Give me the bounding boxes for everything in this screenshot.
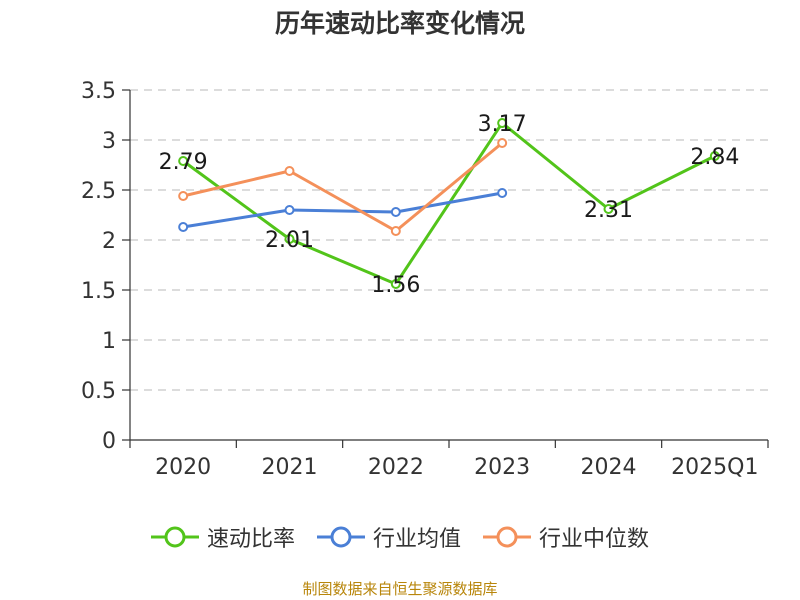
data-point[interactable] <box>284 234 295 244</box>
legend-swatch-icon <box>483 526 531 548</box>
data-label: 3.17 <box>478 112 527 137</box>
data-point[interactable] <box>497 118 508 128</box>
data-point[interactable] <box>178 191 189 201</box>
x-tick-label: 2021 <box>262 455 318 480</box>
data-label: 2.79 <box>159 150 208 175</box>
y-tick-label: 3.5 <box>81 79 116 104</box>
y-tick-label: 0.5 <box>81 379 116 404</box>
x-tick-label: 2025Q1 <box>671 455 758 480</box>
data-point[interactable] <box>390 226 401 236</box>
data-label: 1.56 <box>371 273 420 298</box>
data-label: 2.84 <box>690 145 739 170</box>
data-point[interactable] <box>603 204 614 214</box>
data-label: 2.01 <box>265 228 314 253</box>
y-tick-label: 2 <box>102 229 116 254</box>
x-tick-label: 2023 <box>474 455 530 480</box>
y-tick-label: 1.5 <box>81 279 116 304</box>
legend-swatch-icon <box>316 526 365 548</box>
series-line <box>182 141 504 233</box>
chart-title: 历年速动比率变化情况 <box>274 9 525 38</box>
y-tick-label: 0 <box>102 429 116 454</box>
data-labels: 2.79 2.01 1.56 3.17 2.31 2.84 <box>159 112 740 298</box>
data-point[interactable] <box>284 205 295 215</box>
series-line <box>182 191 503 229</box>
axes: 0 0.5 1 1.5 2 2.5 3 3.5 2020 2021 2022 2023 2024 2025… <box>81 79 769 480</box>
source-note: 制图数据来自恒生聚源数据库 <box>302 580 498 598</box>
legend-item-industry-average[interactable]: 行业均值 <box>316 521 461 553</box>
data-label: 2.31 <box>584 198 633 223</box>
data-point[interactable] <box>709 151 720 161</box>
data-point[interactable] <box>497 138 508 148</box>
x-tick-label: 2024 <box>581 455 637 480</box>
legend-label: 行业中位数 <box>539 527 650 552</box>
data-point[interactable] <box>497 188 508 198</box>
series-lines <box>178 118 720 289</box>
data-point[interactable] <box>178 222 189 232</box>
y-tick-label: 1 <box>102 329 116 354</box>
legend-label: 速动比率 <box>206 527 295 552</box>
legend-item-industry-median[interactable]: 行业中位数 <box>483 521 649 553</box>
data-point[interactable] <box>390 279 401 289</box>
x-tick-label: 2022 <box>368 455 424 480</box>
legend-item-quick-ratio[interactable]: 速动比率 <box>150 521 295 553</box>
line-chart: 0 0.5 1 1.5 2 2.5 3 3.5 2020 2021 2022 2023 2024 2025… <box>81 79 769 480</box>
data-point[interactable] <box>390 207 401 217</box>
legend: 速动比率 行业均值 行业中位数 <box>0 520 800 554</box>
legend-swatch-icon <box>150 526 199 548</box>
y-tick-label: 3 <box>102 129 116 154</box>
data-point[interactable] <box>178 156 189 166</box>
grid-lines <box>130 89 768 391</box>
data-point[interactable] <box>284 166 295 176</box>
legend-label: 行业均值 <box>372 527 461 552</box>
y-tick-label: 2.5 <box>81 179 116 204</box>
x-tick-label: 2020 <box>155 455 211 480</box>
